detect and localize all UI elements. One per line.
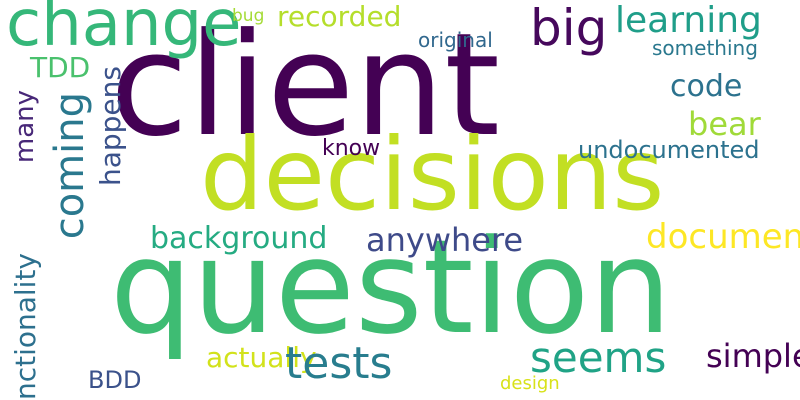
word-change: change bbox=[6, 0, 242, 61]
word-many: simple bbox=[706, 337, 800, 375]
word-original: original bbox=[418, 28, 493, 52]
word-simple: functionality bbox=[9, 253, 42, 400]
word-functionality: design bbox=[500, 373, 560, 394]
word-big: big bbox=[530, 0, 608, 57]
word-client: client bbox=[110, 3, 501, 168]
word-coming: seems bbox=[530, 333, 667, 382]
word-decisions: decisions bbox=[200, 116, 665, 233]
word-tests: anywhere bbox=[366, 221, 524, 259]
word-bdd: actually bbox=[206, 341, 317, 374]
word-undocumented: undocumented bbox=[578, 136, 760, 164]
word-tdd: TDD bbox=[30, 51, 91, 84]
word-documented: happens bbox=[94, 66, 127, 187]
word-happens: BDD bbox=[88, 366, 142, 394]
word-bug: bug bbox=[232, 6, 265, 26]
word-design: tests bbox=[285, 338, 393, 389]
word-bear: bear bbox=[688, 105, 761, 143]
word-code: code bbox=[670, 69, 743, 104]
word-recorded: recorded bbox=[277, 0, 402, 33]
word-learning: learning bbox=[615, 0, 762, 41]
word-something: something bbox=[652, 36, 758, 60]
word-question: question bbox=[110, 211, 672, 363]
word-know: know bbox=[322, 136, 381, 161]
word-anywhere: many bbox=[10, 90, 40, 164]
word-actually: background bbox=[150, 221, 328, 256]
word-background: coming bbox=[47, 92, 93, 240]
word-seems: documented bbox=[646, 217, 800, 257]
